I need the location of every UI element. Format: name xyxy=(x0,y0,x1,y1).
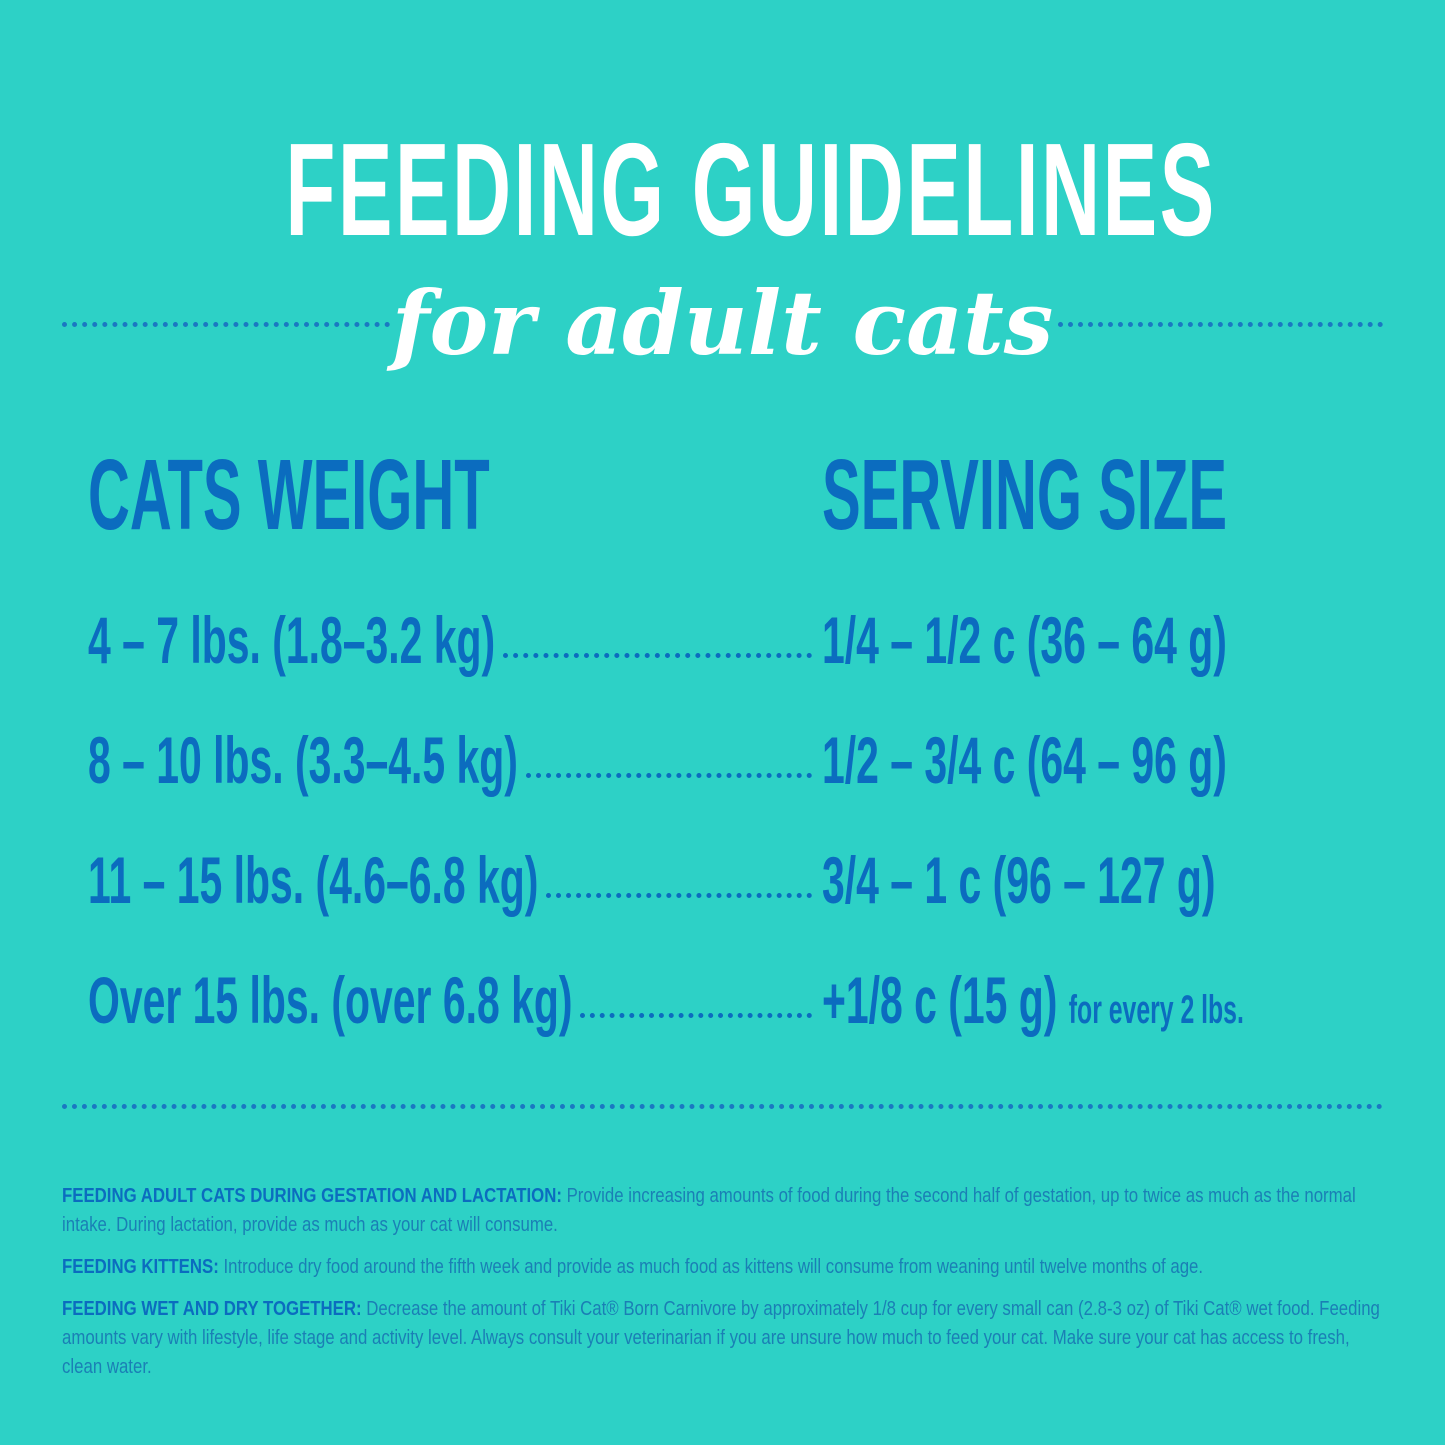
page-subtitle: for adult cats xyxy=(391,271,1054,375)
note-kittens: FEEDING KITTENS: Introduce dry food arou… xyxy=(62,1253,1381,1282)
weight-cell: 8 – 10 lbs. (3.3–4.5 kg) xyxy=(88,723,518,797)
serving-note: for every 2 lbs. xyxy=(1068,988,1244,1032)
note-label: FEEDING WET AND DRY TOGETHER: xyxy=(62,1298,362,1320)
table-row: 4 – 7 lbs. (1.8–3.2 kg) 1/4 – 1/2 c (36 … xyxy=(0,595,1445,685)
divider xyxy=(62,1104,1383,1109)
feeding-notes: FEEDING ADULT CATS DURING GESTATION AND … xyxy=(62,1182,1382,1395)
dot-leader xyxy=(546,893,812,898)
note-wet-dry: FEEDING WET AND DRY TOGETHER: Decrease t… xyxy=(62,1295,1381,1382)
note-text: Decrease the amount of Tiki Cat® Born Ca… xyxy=(62,1298,1380,1378)
dot-leader xyxy=(525,773,812,778)
page-title-text: FEEDING GUIDELINES xyxy=(285,116,1217,263)
serving-cell: 1/4 – 1/2 c (36 – 64 g) xyxy=(822,603,1227,677)
note-text: Introduce dry food around the fifth week… xyxy=(218,1256,1204,1278)
table-row: 11 – 15 lbs. (4.6–6.8 kg) 3/4 – 1 c (96 … xyxy=(0,835,1445,925)
serving-value: +1/8 c (15 g) xyxy=(822,963,1058,1037)
column-header-serving: SERVING SIZE xyxy=(822,439,1228,551)
column-header-weight: CATS WEIGHT xyxy=(88,439,490,551)
note-label: FEEDING KITTENS: xyxy=(62,1256,219,1278)
note-gestation: FEEDING ADULT CATS DURING GESTATION AND … xyxy=(62,1182,1381,1240)
table-row: Over 15 lbs. (over 6.8 kg) +1/8 c (15 g)… xyxy=(0,955,1445,1045)
serving-cell: 1/2 – 3/4 c (64 – 96 g) xyxy=(822,723,1227,797)
note-text: Provide increasing amounts of food durin… xyxy=(62,1185,1356,1236)
page-title: FEEDING GUIDELINES xyxy=(0,120,1445,260)
divider xyxy=(1058,322,1383,327)
note-label: FEEDING ADULT CATS DURING GESTATION AND … xyxy=(62,1185,562,1207)
table-row: 8 – 10 lbs. (3.3–4.5 kg) 1/2 – 3/4 c (64… xyxy=(0,715,1445,805)
serving-cell: 3/4 – 1 c (96 – 127 g) xyxy=(822,843,1216,917)
dot-leader xyxy=(503,653,812,658)
dot-leader xyxy=(580,1013,812,1018)
serving-cell: +1/8 c (15 g) for every 2 lbs. xyxy=(822,955,1244,1055)
weight-cell: 11 – 15 lbs. (4.6–6.8 kg) xyxy=(88,843,539,917)
divider xyxy=(62,322,390,327)
weight-cell: Over 15 lbs. (over 6.8 kg) xyxy=(88,963,573,1037)
weight-cell: 4 – 7 lbs. (1.8–3.2 kg) xyxy=(88,603,496,677)
